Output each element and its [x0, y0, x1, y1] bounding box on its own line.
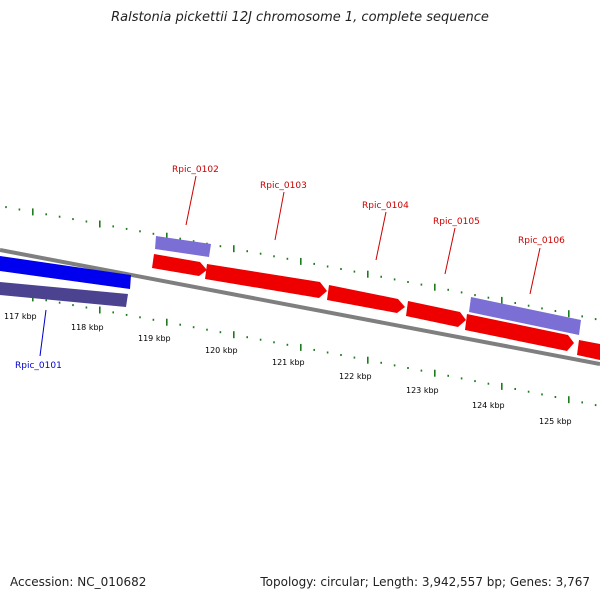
map-title: Ralstonia pickettii 12J chromosome 1, co…	[111, 10, 489, 25]
gene-rpic-0106-other-feature[interactable]	[469, 297, 581, 335]
chromosome-backbone	[0, 248, 600, 366]
gene-rpic-0107-feature[interactable]	[577, 340, 600, 360]
gene-label-rpic-0105[interactable]: Rpic_0105	[433, 217, 480, 227]
sequence-stats-text: Topology: circular; Length: 3,942,557 bp…	[260, 575, 590, 589]
scale-label-118: 118 kbp	[71, 323, 104, 332]
scale-label-124: 124 kbp	[472, 401, 505, 410]
leader-rpic-0103	[274, 191, 285, 241]
leader-rpic-0104	[375, 211, 387, 261]
gene-rpic-0105-feature[interactable]	[406, 301, 466, 327]
scale-label-120: 120 kbp	[205, 346, 238, 355]
scale-label-117: 117 kbp	[4, 312, 37, 321]
gene-rpic-0101-feature[interactable]	[0, 256, 131, 289]
gene-label-rpic-0102[interactable]: Rpic_0102	[172, 165, 219, 175]
leader-rpic-0101	[39, 309, 47, 357]
gene-rpic-0104-feature[interactable]	[327, 285, 405, 313]
scale-label-122: 122 kbp	[339, 372, 372, 381]
scale-label-121: 121 kbp	[272, 358, 305, 367]
gene-rpic-0101-other-feature[interactable]	[0, 282, 128, 307]
scale-label-119: 119 kbp	[138, 334, 171, 343]
gene-rpic-0103-feature[interactable]	[205, 264, 327, 298]
leader-rpic-0105	[444, 227, 456, 275]
scale-label-123: 123 kbp	[406, 386, 439, 395]
gene-rpic-0102-other-feature[interactable]	[155, 236, 211, 257]
gene-label-rpic-0103[interactable]: Rpic_0103	[260, 181, 307, 191]
gene-rpic-0106-feature[interactable]	[465, 314, 574, 351]
accession-text: Accession: NC_010682	[10, 575, 147, 589]
scale-label-125: 125 kbp	[539, 417, 572, 426]
forward-track-ticks	[5, 206, 597, 321]
gene-label-rpic-0104[interactable]: Rpic_0104	[362, 201, 409, 211]
gene-rpic-0102-feature[interactable]	[152, 254, 207, 276]
gene-label-rpic-0101[interactable]: Rpic_0101	[15, 361, 62, 371]
gene-label-rpic-0106[interactable]: Rpic_0106	[518, 236, 565, 246]
leader-rpic-0106	[529, 247, 541, 295]
leader-rpic-0102	[185, 175, 197, 226]
